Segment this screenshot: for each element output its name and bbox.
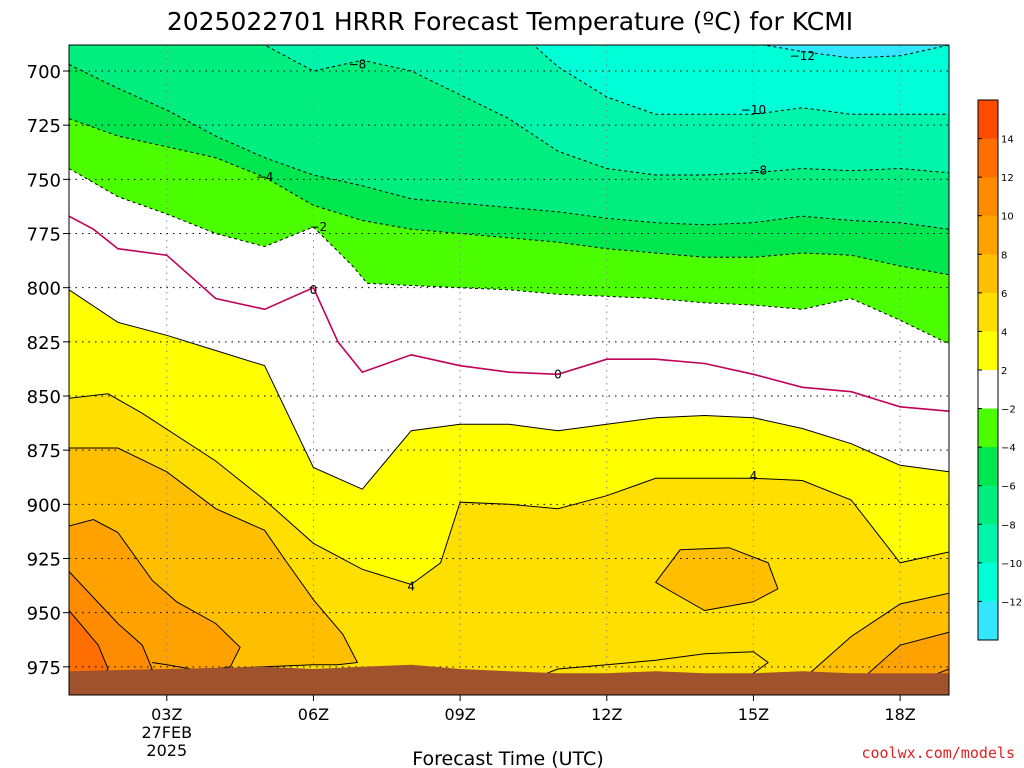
contour-line-13 [654,547,779,612]
y-tick-label-950: 950 [27,604,61,625]
x-tick-label-06Z: 06Z [298,705,329,724]
colorbar-segment-neg2_2 [978,370,998,410]
y-tick-label-875: 875 [27,441,61,462]
contour-label-1: −12 [790,49,815,63]
ground-layer [69,664,949,695]
x-tick-label-09Z: 09Z [444,705,475,724]
contour-label-2: −10 [741,103,766,117]
grid-layer [69,45,949,695]
contour-line-1 [69,45,949,115]
colorbar-segment-8_10 [978,215,998,255]
y-tick-label-825: 825 [27,333,61,354]
colorbar-segment-6_8 [978,254,998,294]
y-tick-label-925: 925 [27,550,61,571]
colorbar-segment-neg10_neg8 [978,524,998,564]
contour-label-3: −8 [749,164,767,178]
plot-frame [68,44,950,696]
y-tick-label-750: 750 [27,170,61,191]
fill-pocket-6-8 [655,547,778,611]
contour-line-3 [69,64,949,230]
y-tick-label-800: 800 [27,279,61,300]
contour-line-7 [69,289,949,490]
y-axis: 700 725 750 775 800 825 850 875 900 925 950 975 [27,62,69,679]
colorbar-label-10: −8 [1001,520,1016,531]
colorbar-label-2: 10 [1001,212,1014,223]
chart-title: 2025022701 HRRR Forecast Temperature (ºC… [167,7,853,36]
contour-label-layer: −8 −12 −10 −8 −4 −2 0 0 4 4 [256,49,815,594]
colorbar-segment-neg4_neg2 [978,408,998,448]
colorbar-segment-gt_14 [978,100,998,140]
colorbar-segment-12_14 [978,138,998,178]
fill-band-lt-neg12 [69,45,949,58]
x-tick-sublabel-1: 2025 [146,741,187,760]
y-tick-label-700: 700 [27,62,61,83]
colorbar-label-12: −12 [1001,597,1022,608]
x-tick-label-03Z: 03Z [151,705,182,724]
y-tick-label-900: 900 [27,495,61,516]
colorbar-segment-lt_neg12 [978,601,998,641]
x-tick-label-12Z: 12Z [591,705,622,724]
colorbar-segment-neg6_neg4 [978,447,998,487]
y-tick-label-975: 975 [27,658,61,679]
temperature-fill-layer [69,45,949,695]
colorbar-label-5: 4 [1001,327,1007,338]
contour-line-5 [69,168,949,345]
colorbar-label-0: 14 [1001,135,1014,146]
colorbar-segment-neg12_neg10 [978,562,998,602]
fill-band-12-14-left [69,610,109,682]
y-tick-label-850: 850 [27,387,61,408]
colorbar-label-7: −2 [1001,405,1016,416]
credit-text: coolwx.com/models [861,744,1015,762]
contour-label-8: 4 [750,469,758,483]
contour-label-0: −8 [349,58,367,72]
contour-line-8 [69,393,949,586]
fill-band-neg12-neg10 [69,45,949,115]
contour-line-layer [69,45,949,695]
contour-line-4 [69,118,949,276]
contour-line-6 [69,215,949,412]
contour-label-9: 4 [407,580,415,594]
y-tick-label-775: 775 [27,225,61,246]
colorbar-label-9: −6 [1001,482,1016,493]
colorbar-segment-4_6 [978,292,998,332]
ground-surface [69,664,949,695]
x-tick-label-15Z: 15Z [738,705,769,724]
colorbar-label-3: 8 [1001,250,1007,261]
colorbar-segment-neg8_neg6 [978,485,998,525]
colorbar: 14 12 10 8 6 4 2 −2 −4 −6 −8 −10 −12 [977,99,1022,641]
contour-label-4: −4 [256,170,274,184]
contour-label-6: 0 [310,283,318,297]
colorbar-segment-10_12 [978,177,998,217]
colorbar-label-6: 2 [1001,366,1007,377]
contour-label-7: 0 [554,367,562,381]
x-tick-sublabel-0: 27FEB [141,723,192,742]
colorbar-label-8: −4 [1001,443,1016,454]
y-tick-label-725: 725 [27,116,61,137]
colorbar-segment-2_4 [978,331,998,371]
colorbar-label-4: 6 [1001,289,1007,300]
x-axis-label: Forecast Time (UTC) [412,748,603,768]
colorbar-label-11: −10 [1001,559,1022,570]
colorbar-label-1: 12 [1001,173,1014,184]
contour-label-5: −2 [309,220,327,234]
contour-line-0 [401,45,949,59]
x-tick-label-18Z: 18Z [884,705,915,724]
